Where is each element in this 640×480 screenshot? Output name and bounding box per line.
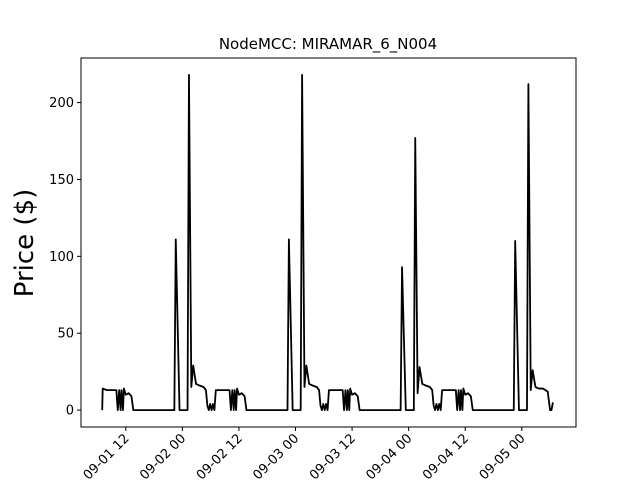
x-tick-label: 09-02 12: [194, 431, 246, 480]
x-tick-label: 09-04 12: [420, 431, 472, 480]
x-tick-label: 09-02 00: [137, 431, 189, 480]
x-tick-label: 09-03 12: [307, 431, 359, 480]
y-tick-label: 150: [49, 173, 74, 188]
y-axis-label: Price ($): [10, 189, 40, 298]
x-tick-label: 09-05 00: [477, 431, 529, 480]
y-tick-label: 0: [66, 404, 74, 419]
x-tick-label: 09-04 00: [364, 431, 416, 480]
plot-frame: [80, 57, 577, 428]
y-tick-label: 200: [49, 96, 74, 111]
x-tick-label: 09-01 12: [81, 431, 133, 480]
y-tick-label: 100: [49, 250, 74, 265]
y-tick-label: 50: [57, 327, 74, 342]
chart-title: NodeMCC: MIRAMAR_6_N004: [219, 35, 437, 54]
x-tick-label: 09-03 00: [250, 431, 302, 480]
price-line: [101, 74, 554, 411]
